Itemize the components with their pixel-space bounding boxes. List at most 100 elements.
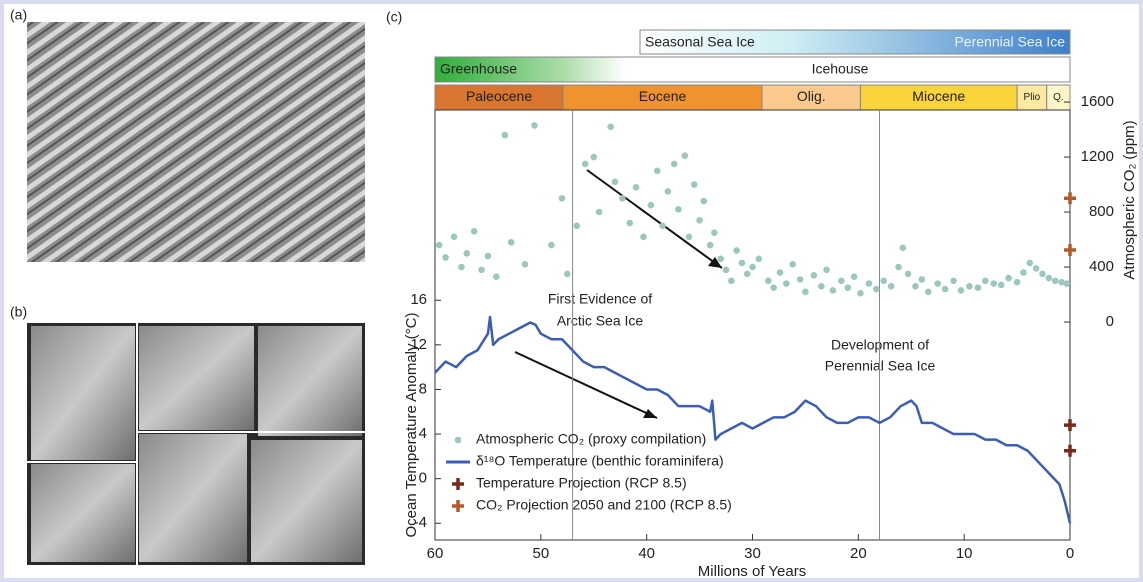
sem-image-a xyxy=(27,22,365,262)
co2-point xyxy=(706,241,714,249)
co2-point xyxy=(640,233,647,241)
annotation: Perennial Sea Ice xyxy=(825,358,936,374)
x-axis-title: Millions of Years xyxy=(698,563,806,580)
co2-point xyxy=(817,283,825,290)
y-tick-label: -4 xyxy=(414,514,427,531)
co2-point xyxy=(844,284,852,291)
co2-point xyxy=(1005,274,1012,282)
x-tick-label: 30 xyxy=(744,545,761,562)
co2-point xyxy=(611,178,619,186)
co2-point xyxy=(521,261,529,268)
co2-point xyxy=(810,272,818,279)
annotation: Arctic Sea Ice xyxy=(557,313,644,329)
co2-point xyxy=(796,276,804,283)
co2-point xyxy=(632,184,640,191)
co2-point xyxy=(653,167,661,175)
co2-point xyxy=(458,263,465,271)
legend-label: CO₂ Projection 2050 and 2100 (RCP 8.5) xyxy=(476,497,732,513)
co2-point xyxy=(1032,265,1040,272)
co2-point xyxy=(493,273,500,280)
co2-point xyxy=(749,263,756,271)
x-tick-label: 60 xyxy=(427,545,444,562)
co2-point xyxy=(696,217,703,224)
co2-point xyxy=(548,241,555,249)
y2-tick-label: 800 xyxy=(1089,203,1114,220)
y2-tick-label: 1200 xyxy=(1081,148,1114,165)
co2-point xyxy=(950,277,957,285)
co2-point xyxy=(463,250,471,257)
co2-point xyxy=(934,280,942,287)
co2-point xyxy=(1051,277,1059,285)
temperature-line xyxy=(434,315,1072,524)
legend-label: Temperature Projection (RCP 8.5) xyxy=(476,475,687,491)
y2-tick-label: 400 xyxy=(1089,258,1114,275)
co2-point xyxy=(966,283,973,290)
co2-point xyxy=(802,288,809,296)
projection-marker xyxy=(1064,444,1076,457)
co2-point xyxy=(590,153,598,161)
co2-point xyxy=(765,277,772,285)
arrow xyxy=(514,169,723,419)
co2-point xyxy=(941,285,949,293)
projection-marker xyxy=(1064,244,1076,257)
panel-label: (a) xyxy=(10,7,27,23)
legend-marker xyxy=(452,500,464,512)
legend-marker xyxy=(452,478,464,490)
co2-point xyxy=(895,263,902,271)
era-label: Plio xyxy=(1024,92,1041,103)
y-tick-label: 16 xyxy=(410,291,427,308)
co2-point xyxy=(924,288,932,296)
projection-marker xyxy=(1064,419,1076,432)
projection-marker xyxy=(1064,192,1076,205)
co2-point xyxy=(675,206,682,213)
co2-point xyxy=(659,222,666,230)
co2-point xyxy=(626,219,634,227)
y-tick-label: 4 xyxy=(419,425,427,442)
co2-point xyxy=(738,259,746,267)
co2-point xyxy=(974,284,982,291)
co2-point xyxy=(850,273,858,280)
annotation: First Evidence of xyxy=(548,291,652,307)
y2-tick-label: 1600 xyxy=(1081,93,1114,110)
co2-point xyxy=(887,283,895,290)
legend-label: Atmospheric CO₂ (proxy compilation) xyxy=(476,431,706,447)
co2-point xyxy=(728,277,735,285)
y-tick-label: 0 xyxy=(419,470,427,487)
co2-point xyxy=(918,276,926,283)
co2-point xyxy=(770,284,777,291)
era-label: Q. xyxy=(1053,92,1064,103)
sem-image-b xyxy=(27,323,365,565)
legend-label: δ¹⁸O Temperature (benthic foraminifera) xyxy=(476,453,724,469)
co2-point xyxy=(563,270,571,278)
panel-label: (b) xyxy=(10,304,27,320)
co2-point xyxy=(1063,280,1071,287)
co2-point xyxy=(880,277,888,285)
co2-point xyxy=(470,228,478,235)
co2-point xyxy=(435,241,443,249)
co2-point xyxy=(531,122,538,129)
co2-point xyxy=(776,269,784,276)
co2-point xyxy=(783,280,790,287)
legend-marker xyxy=(454,436,462,444)
co2-point xyxy=(912,283,919,290)
era-label: Eocene xyxy=(639,88,687,104)
co2-point xyxy=(478,266,485,274)
co2-point xyxy=(789,261,797,268)
co2-point xyxy=(717,255,725,263)
co2-point xyxy=(722,266,730,274)
co2-point xyxy=(670,160,678,168)
era-band xyxy=(761,84,861,111)
co2-point xyxy=(558,195,566,202)
co2-point xyxy=(733,247,740,254)
co2-point xyxy=(507,239,515,246)
co2-point xyxy=(619,195,626,202)
co2-point xyxy=(1045,274,1053,282)
era-label: Olig. xyxy=(797,88,826,104)
y-axis-title: Ocean Temperature Anomaly (°C) xyxy=(403,313,420,538)
co2-point xyxy=(681,152,689,159)
co2-point xyxy=(899,244,907,252)
climate-label: Icehouse xyxy=(812,61,869,77)
x-tick-label: 40 xyxy=(638,545,655,562)
sea-ice-band: Seasonal Sea Ice Perennial Sea Ice xyxy=(639,29,1071,55)
co2-point xyxy=(865,280,873,287)
